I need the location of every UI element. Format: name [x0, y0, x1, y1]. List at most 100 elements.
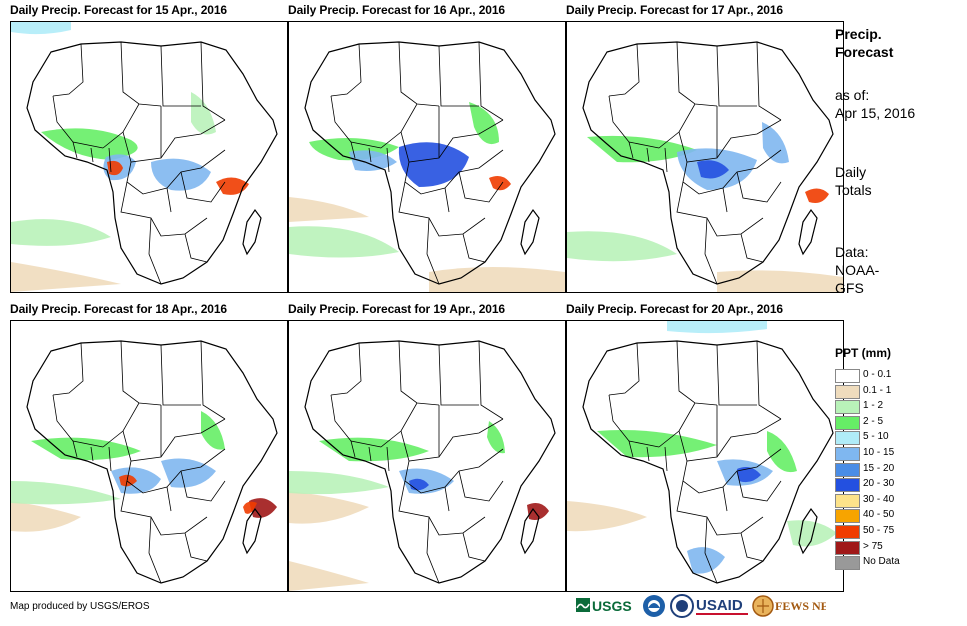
precip-area	[567, 501, 647, 532]
country-border	[736, 171, 782, 203]
country-border	[478, 340, 504, 420]
legend-swatch	[835, 493, 860, 508]
precip-area	[161, 458, 216, 488]
side-title: Precip. Forecast	[835, 25, 893, 61]
country-border	[160, 344, 201, 406]
country-border	[628, 141, 634, 159]
country-border	[458, 470, 504, 502]
legend-label: 5 - 10	[863, 431, 889, 443]
country-border	[368, 446, 372, 462]
country-border	[398, 181, 486, 237]
partner-logos: USGS USAID FEWS NET	[576, 594, 826, 620]
legend-label: 10 - 15	[863, 446, 895, 458]
country-border	[438, 45, 479, 107]
precip-area	[119, 474, 137, 487]
country-border	[716, 344, 757, 406]
country-border	[756, 340, 782, 420]
precip-area	[687, 547, 725, 574]
country-border	[330, 342, 362, 396]
legend-label: > 75	[863, 540, 883, 552]
country-border	[166, 486, 172, 512]
country-border	[426, 516, 440, 584]
africa-map	[11, 340, 278, 584]
country-border	[398, 340, 440, 406]
legend-swatch	[835, 384, 860, 399]
coastline	[26, 340, 278, 584]
country-border	[72, 440, 78, 458]
country-border	[678, 418, 782, 462]
country-border	[122, 119, 226, 163]
country-border	[444, 187, 450, 213]
country-border	[398, 41, 440, 107]
usaid-logo: USAID	[696, 597, 748, 615]
precip-area	[191, 92, 216, 135]
precip-area	[487, 421, 505, 454]
panel-title: Daily Precip. Forecast for 15 Apr., 2016	[10, 3, 227, 17]
country-border	[184, 233, 208, 263]
country-border	[438, 344, 479, 406]
country-border	[102, 402, 140, 448]
legend-swatch	[835, 524, 860, 539]
country-border	[444, 486, 450, 512]
country-border	[386, 446, 390, 472]
precip-map	[288, 320, 566, 592]
country-border	[608, 394, 660, 448]
africa-map	[289, 41, 565, 292]
country-border	[122, 418, 226, 462]
coastline	[242, 208, 262, 256]
africa-map	[567, 321, 837, 584]
precip-area	[667, 321, 767, 334]
country-border	[628, 440, 634, 458]
country-border	[756, 41, 782, 121]
precip-area	[737, 467, 761, 483]
country-border	[90, 446, 94, 462]
panel-title: Daily Precip. Forecast for 16 Apr., 2016	[288, 3, 505, 17]
country-border	[678, 119, 782, 163]
precip-area	[717, 270, 843, 292]
legend-swatch	[835, 400, 860, 415]
usgs-logo-text: USGS	[592, 598, 632, 614]
legend-item: 10 - 15	[835, 446, 955, 462]
country-border	[52, 342, 84, 396]
precip-area	[787, 520, 837, 547]
precip-area	[767, 431, 797, 473]
country-border	[704, 217, 718, 285]
country-border	[740, 532, 764, 562]
precip-map	[566, 21, 844, 293]
country-border	[148, 516, 162, 584]
country-border	[736, 470, 782, 502]
usaid-logo-text: USAID	[696, 597, 743, 614]
legend-item: 1 - 2	[835, 399, 955, 415]
precip-area	[429, 267, 565, 292]
precip-area	[289, 561, 369, 591]
legend-label: No Data	[863, 556, 900, 568]
country-border	[108, 147, 112, 173]
legend-swatch	[835, 369, 860, 383]
country-border	[148, 217, 162, 285]
country-border	[90, 147, 94, 163]
precip-area	[11, 481, 121, 505]
data-source-line3: GFS	[835, 280, 864, 296]
precip-area	[41, 128, 138, 160]
precip-map	[288, 21, 566, 293]
country-border	[676, 41, 718, 107]
country-border	[462, 532, 486, 562]
country-border	[52, 43, 84, 97]
precip-map	[10, 320, 288, 592]
country-border	[200, 41, 226, 121]
panel-title: Daily Precip. Forecast for 18 Apr., 2016	[10, 302, 227, 316]
country-border	[704, 516, 718, 584]
country-border	[330, 394, 382, 448]
usgs-logo: USGS	[576, 598, 632, 614]
as-of-value: Apr 15, 2016	[835, 105, 916, 121]
coastline	[582, 340, 834, 584]
precip-area	[216, 177, 249, 195]
precip-area	[11, 22, 71, 35]
country-border	[608, 342, 640, 396]
country-border	[722, 486, 728, 512]
precip-area	[11, 262, 121, 292]
noaa-logo	[643, 595, 665, 617]
country-border	[52, 95, 104, 149]
legend-item: 0.1 - 1	[835, 384, 955, 400]
precip-area	[289, 226, 399, 258]
